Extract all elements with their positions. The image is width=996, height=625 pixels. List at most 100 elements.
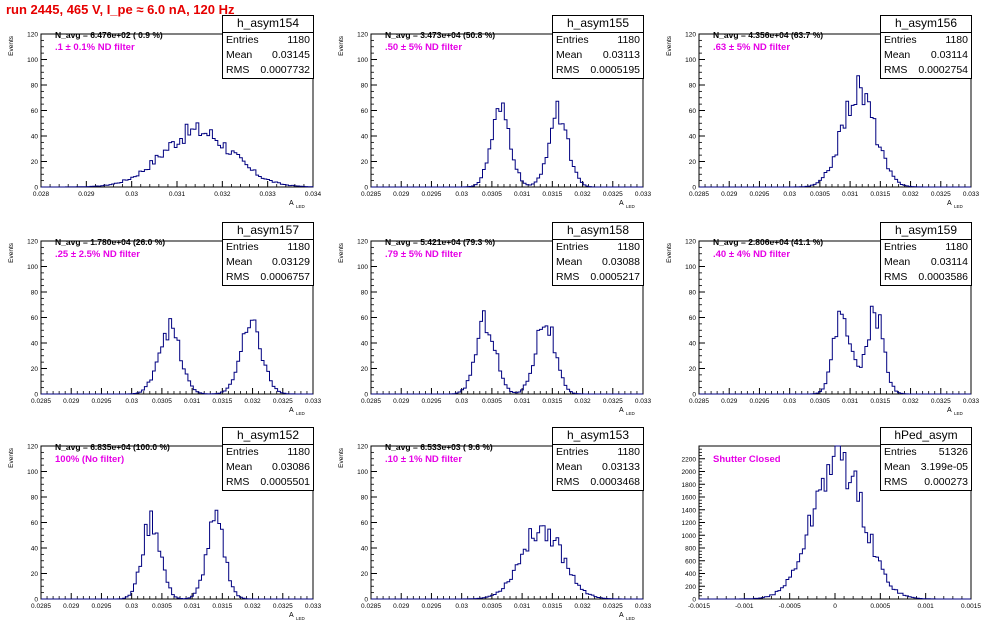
x-tick-label: 0.031: [514, 191, 531, 198]
histogram-name: h_asym156: [881, 16, 971, 33]
y-axis-label: Events: [338, 242, 345, 263]
y-tick-label: 20: [689, 366, 697, 373]
y-tick-label: 60: [361, 108, 369, 115]
stats-value: 1180: [617, 241, 640, 253]
y-tick-label: 40: [361, 341, 369, 348]
y-tick-label: 0: [364, 392, 368, 399]
y-tick-label: 40: [31, 546, 39, 553]
x-tick-label: 0.0285: [361, 191, 381, 198]
x-tick-label: 0.032: [214, 191, 231, 198]
filter-annotation: .10 ± 1% ND filter: [385, 454, 463, 465]
y-axis-label: Events: [666, 242, 673, 263]
histogram-name: h_asym157: [223, 223, 313, 240]
filter-annotation: .50 ± 5% ND filter: [385, 42, 463, 53]
x-tick-label: 0.03: [455, 603, 468, 610]
stats-key: Mean: [556, 256, 583, 268]
y-tick-label: 120: [357, 32, 368, 39]
y-tick-label: 1600: [682, 495, 697, 502]
stats-row-rms: RMS 0.0007732: [223, 63, 313, 78]
y-tick-label: 120: [27, 444, 38, 451]
x-tick-label: 0.028: [33, 191, 50, 198]
y-tick-label: 0: [692, 185, 696, 192]
y-tick-label: 20: [361, 159, 369, 166]
x-tick-label: 0.0005: [870, 603, 890, 610]
stats-row-entries: Entries 1180: [553, 240, 643, 255]
stats-value: 0.0007732: [260, 64, 310, 76]
stats-key: Entries: [556, 34, 589, 46]
x-tick-label: 0.0325: [603, 603, 623, 610]
x-tick-label: 0.0305: [482, 191, 502, 198]
stats-key: RMS: [884, 476, 908, 488]
stats-row-mean: Mean 0.03133: [553, 460, 643, 475]
x-tick-label: 0.0285: [689, 191, 709, 198]
histogram-curve: [41, 509, 313, 600]
n-avg-label: N_avg = 4.356e+04 (63.7 %): [713, 30, 824, 40]
x-tick-label: 0.0325: [603, 191, 623, 198]
y-tick-label: 0: [692, 597, 696, 604]
y-tick-label: 40: [31, 134, 39, 141]
x-tick-label: -0.0005: [779, 603, 801, 610]
stats-row-rms: RMS 0.0005501: [223, 475, 313, 490]
x-tick-label: 0.031: [184, 398, 201, 405]
stats-key: Mean: [884, 49, 911, 61]
x-tick-label: 0.033: [635, 398, 652, 405]
x-tick-label: 0.032: [574, 191, 591, 198]
x-tick-label: 0.032: [902, 398, 919, 405]
stats-row-mean: Mean 0.03088: [553, 255, 643, 270]
x-tick-label: 0.033: [963, 398, 980, 405]
x-tick-label: 0.029: [721, 398, 738, 405]
filter-annotation: .40 ± 4% ND filter: [713, 249, 791, 260]
y-tick-label: 120: [357, 239, 368, 246]
y-tick-label: 20: [31, 159, 39, 166]
x-axis-label-subscript: LED: [954, 411, 964, 416]
x-tick-label: 0.033: [635, 191, 652, 198]
stats-value: 0.0006757: [260, 271, 310, 283]
histogram-pad-h_asym152: 0.0285 0.029 0.0295 0.03 0.0305 0.031 0.0315 0.…: [0, 427, 330, 625]
y-tick-label: 80: [361, 290, 369, 297]
y-tick-label: 1200: [682, 520, 697, 527]
histogram-name: h_asym159: [881, 223, 971, 240]
stats-value: 3.199e-05: [920, 461, 968, 473]
stats-key: Mean: [556, 49, 583, 61]
stats-key: Mean: [226, 461, 253, 473]
filter-annotation: .63 ± 5% ND filter: [713, 42, 791, 53]
y-tick-label: 100: [357, 57, 368, 64]
filter-annotation: .79 ± 5% ND filter: [385, 249, 463, 260]
stats-key: Entries: [884, 34, 917, 46]
y-tick-label: 0: [34, 597, 38, 604]
x-tick-label: 0.0315: [542, 398, 562, 405]
x-tick-label: 0.033: [305, 603, 322, 610]
x-tick-label: 0.0295: [421, 603, 441, 610]
y-tick-label: 0: [692, 392, 696, 399]
x-axis-label-subscript: LED: [626, 204, 636, 209]
stats-box: hPed_asym Entries 51326 Mean 3.199e-05 RMS 0.0…: [880, 427, 972, 491]
histogram-pad-h_asym156: 0.0285 0.029 0.0295 0.03 0.0305 0.031 0.0315 0.…: [658, 15, 988, 213]
n-avg-label: N_avg = 6.533e+03 ( 9.6 %): [385, 442, 493, 452]
y-tick-label: 800: [685, 546, 696, 553]
y-tick-label: 1000: [682, 533, 697, 540]
stats-row-entries: Entries 1180: [223, 240, 313, 255]
stats-key: RMS: [226, 476, 250, 488]
y-tick-label: 400: [685, 571, 696, 578]
stats-value: 0.0005217: [590, 271, 640, 283]
x-tick-label: 0.0285: [361, 603, 381, 610]
x-axis-label-subscript: LED: [296, 411, 306, 416]
x-tick-label: 0.03: [455, 398, 468, 405]
x-axis-label: A: [619, 612, 624, 619]
x-tick-label: 0.033: [635, 603, 652, 610]
x-axis-label-subscript: LED: [626, 411, 636, 416]
y-tick-label: 2000: [682, 469, 697, 476]
histogram-plot: -0.0015 -0.001 -0.0005 0 0.0005 0.001 0.0015 0 2…: [682, 445, 981, 610]
y-tick-label: 40: [31, 341, 39, 348]
x-tick-label: 0.033: [260, 191, 277, 198]
histogram-curve: [371, 100, 643, 188]
x-tick-label: 0.0295: [749, 191, 769, 198]
stats-key: RMS: [884, 271, 908, 283]
histogram-plot: 0.0285 0.029 0.0295 0.03 0.0305 0.031 0.0315 0.…: [666, 239, 980, 417]
stats-row-rms: RMS 0.0005217: [553, 270, 643, 285]
histogram-name: h_asym155: [553, 16, 643, 33]
stats-value: 1180: [617, 34, 640, 46]
y-tick-label: 20: [689, 159, 697, 166]
stats-row-rms: RMS 0.0006757: [223, 270, 313, 285]
stats-box: h_asym159 Entries 1180 Mean 0.03114 RMS 0.0003…: [880, 222, 972, 286]
